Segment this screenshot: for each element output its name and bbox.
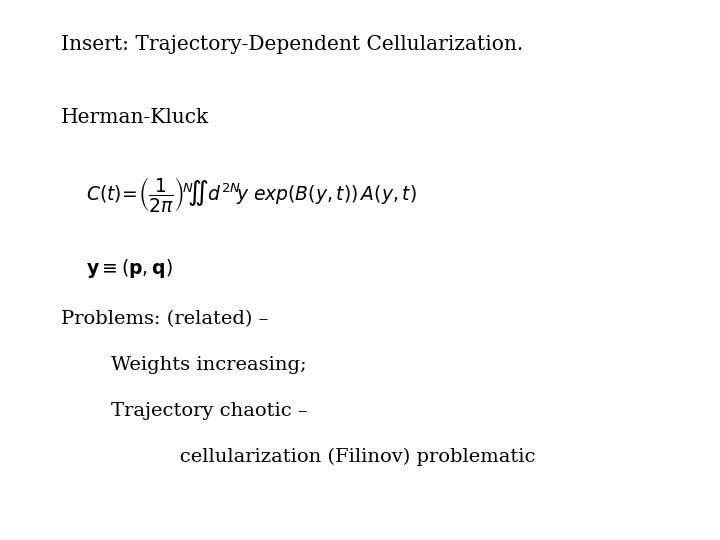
Text: $\mathbf{y}\equiv(\mathbf{p},\mathbf{q})$: $\mathbf{y}\equiv(\mathbf{p},\mathbf{q})… xyxy=(86,256,173,280)
Text: Insert: Trajectory-Dependent Cellularization.: Insert: Trajectory-Dependent Cellulariza… xyxy=(61,35,523,54)
Text: Problems: (related) –: Problems: (related) – xyxy=(61,310,269,328)
Text: $C(t)\!=\!\left(\dfrac{1}{2\pi}\right)^{\!N}\!\!\iint d^{2N}\!\mathbf{\it{y}}\; : $C(t)\!=\!\left(\dfrac{1}{2\pi}\right)^{… xyxy=(86,176,417,214)
Text: cellularization (Filinov) problematic: cellularization (Filinov) problematic xyxy=(61,448,536,467)
Text: Trajectory chaotic –: Trajectory chaotic – xyxy=(61,402,308,420)
Text: Herman-Kluck: Herman-Kluck xyxy=(61,108,210,127)
Text: Weights increasing;: Weights increasing; xyxy=(61,356,307,374)
